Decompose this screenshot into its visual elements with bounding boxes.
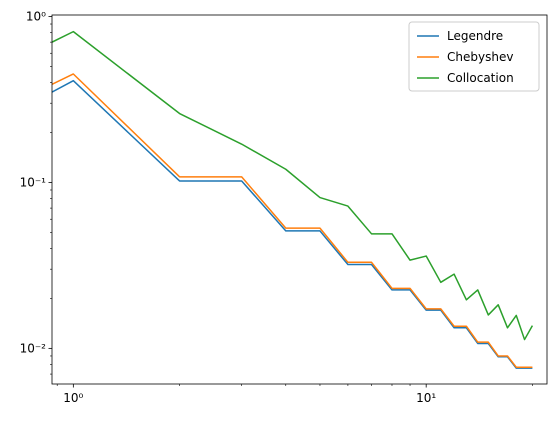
y-axis: 10⁰ 10⁻¹ 10⁻² [20,9,52,375]
x-tick-label: 10⁰ [63,391,83,405]
legend-label: Legendre [447,29,503,43]
series-line-collocation [52,30,534,341]
y-tick-label: 10⁻¹ [20,175,47,189]
series-layer [52,30,534,369]
legend-label: Collocation [447,71,514,85]
plot-frame [51,14,548,385]
y-tick-label: 10⁻² [20,341,47,355]
legend: Legendre Chebyshev Collocation [408,21,540,92]
y-tick-label: 10⁰ [26,9,46,23]
x-axis: 10⁰ 10¹ [56,384,533,405]
series-line-legendre [52,79,533,369]
x-tick-label: 10¹ [416,391,436,405]
series-line-chebyshev [52,73,533,368]
legend-box [408,21,540,92]
legend-label: Chebyshev [447,50,513,64]
